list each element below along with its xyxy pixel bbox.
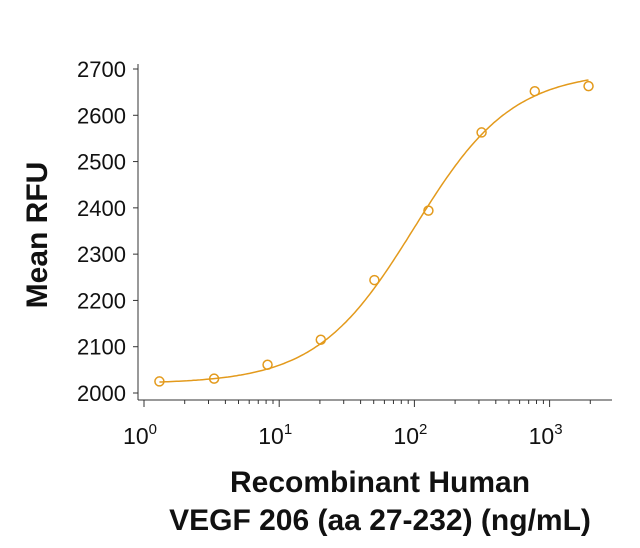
data-point	[208, 373, 220, 384]
y-tick-label: 2000	[77, 381, 126, 406]
data-point	[476, 127, 487, 138]
data-point	[369, 274, 380, 286]
data-point	[154, 376, 165, 387]
x-axis-label-line1: Recombinant Human	[229, 466, 531, 499]
x-tick-label: 101	[258, 421, 292, 449]
y-tick-label: 2600	[77, 103, 126, 128]
x-tick-label: 100	[123, 421, 157, 449]
data-point	[315, 334, 327, 346]
x-tick-label: 102	[393, 421, 427, 449]
y-axis-label: Mean RFU	[21, 161, 54, 309]
data-point	[583, 80, 594, 92]
y-tick-label: 2700	[77, 57, 126, 82]
y-tick-label: 2300	[77, 242, 126, 267]
x-axis-label-line2: VEGF 206 (aa 27-232) (ng/mL)	[169, 504, 591, 537]
y-tick-label: 2500	[77, 150, 126, 175]
data-point	[423, 205, 434, 216]
x-tick-label: 103	[529, 421, 563, 449]
data-point	[262, 359, 273, 371]
y-tick-label: 2100	[77, 335, 126, 360]
y-tick-label: 2200	[77, 288, 126, 313]
y-tick-label: 2400	[77, 196, 126, 221]
fit-curve	[159, 79, 589, 383]
data-point	[529, 85, 541, 97]
